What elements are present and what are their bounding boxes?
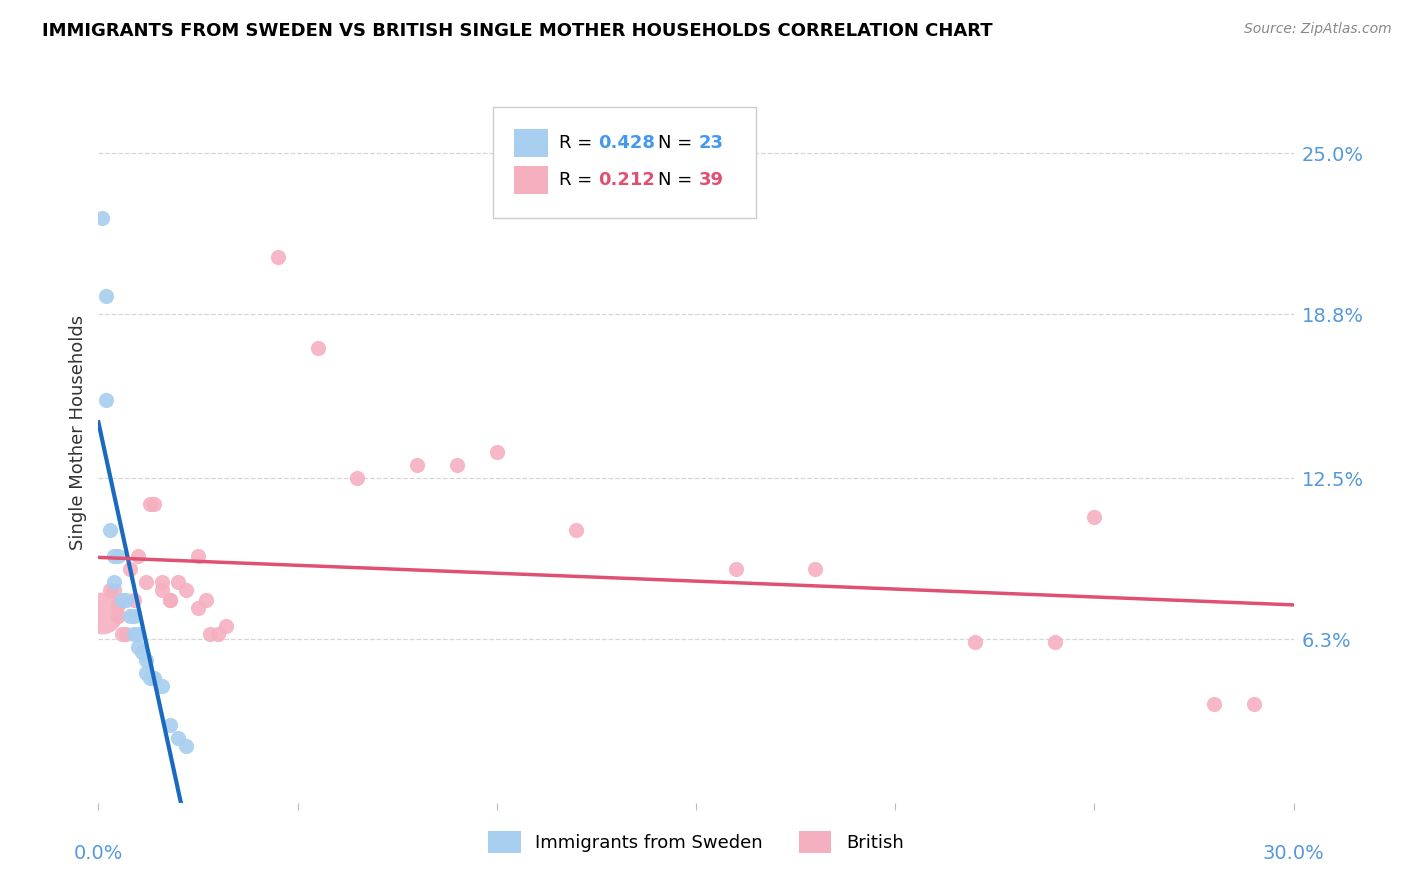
Point xyxy=(96,289,118,303)
Point xyxy=(174,739,197,753)
Text: R =: R = xyxy=(558,134,592,153)
Point xyxy=(143,497,166,511)
Point xyxy=(159,593,181,607)
Point xyxy=(150,574,173,589)
Point xyxy=(565,523,588,537)
Point xyxy=(98,582,122,597)
Point xyxy=(167,731,190,745)
Point xyxy=(167,574,190,589)
Point xyxy=(111,627,134,641)
Text: 30.0%: 30.0% xyxy=(1263,845,1324,863)
Point xyxy=(91,606,114,620)
Point xyxy=(127,549,149,563)
Point xyxy=(103,582,125,597)
Point xyxy=(406,458,429,472)
Text: 39: 39 xyxy=(699,171,723,189)
Text: 0.0%: 0.0% xyxy=(73,845,124,863)
Point xyxy=(143,671,166,685)
Point xyxy=(135,665,157,680)
Point xyxy=(107,549,129,563)
Text: IMMIGRANTS FROM SWEDEN VS BRITISH SINGLE MOTHER HOUSEHOLDS CORRELATION CHART: IMMIGRANTS FROM SWEDEN VS BRITISH SINGLE… xyxy=(42,22,993,40)
Point xyxy=(804,562,827,576)
Point xyxy=(1202,697,1225,711)
Point xyxy=(485,445,508,459)
Text: 23: 23 xyxy=(699,134,723,153)
Point xyxy=(124,608,146,623)
Point xyxy=(195,593,218,607)
Point xyxy=(115,627,138,641)
Point xyxy=(91,211,114,226)
Point xyxy=(198,627,221,641)
Point xyxy=(111,593,134,607)
Point xyxy=(124,627,146,641)
Point xyxy=(98,523,122,537)
Point xyxy=(124,593,146,607)
Point xyxy=(963,634,986,648)
Point xyxy=(115,593,138,607)
Point xyxy=(159,718,181,732)
Point xyxy=(159,593,181,607)
Point xyxy=(127,640,149,654)
Point xyxy=(346,471,368,485)
Point xyxy=(135,574,157,589)
Point xyxy=(96,393,118,408)
FancyBboxPatch shape xyxy=(494,107,756,218)
Point xyxy=(139,671,162,685)
Text: 0.428: 0.428 xyxy=(598,134,655,153)
Point xyxy=(103,549,125,563)
Point xyxy=(174,582,197,597)
Point xyxy=(187,549,209,563)
Point xyxy=(120,562,142,576)
Point xyxy=(107,608,129,623)
Point xyxy=(446,458,468,472)
Text: Source: ZipAtlas.com: Source: ZipAtlas.com xyxy=(1244,22,1392,37)
Point xyxy=(107,599,129,613)
Point xyxy=(120,608,142,623)
Point xyxy=(307,341,329,355)
Point xyxy=(724,562,747,576)
Point xyxy=(103,574,125,589)
Legend: Immigrants from Sweden, British: Immigrants from Sweden, British xyxy=(481,824,911,861)
Text: N =: N = xyxy=(658,171,692,189)
Point xyxy=(215,619,238,633)
Point xyxy=(150,679,173,693)
Point xyxy=(1043,634,1066,648)
Point xyxy=(131,645,153,659)
Point xyxy=(267,250,290,264)
Point xyxy=(207,627,229,641)
Bar xyxy=(515,166,548,194)
Text: N =: N = xyxy=(658,134,692,153)
Point xyxy=(139,497,162,511)
Bar xyxy=(515,129,548,157)
Point xyxy=(150,582,173,597)
Text: R =: R = xyxy=(558,171,592,189)
Point xyxy=(1083,510,1105,524)
Point xyxy=(127,627,149,641)
Point xyxy=(187,601,209,615)
Point xyxy=(1243,697,1265,711)
Text: 0.212: 0.212 xyxy=(598,171,655,189)
Point xyxy=(135,653,157,667)
Y-axis label: Single Mother Households: Single Mother Households xyxy=(69,315,87,550)
